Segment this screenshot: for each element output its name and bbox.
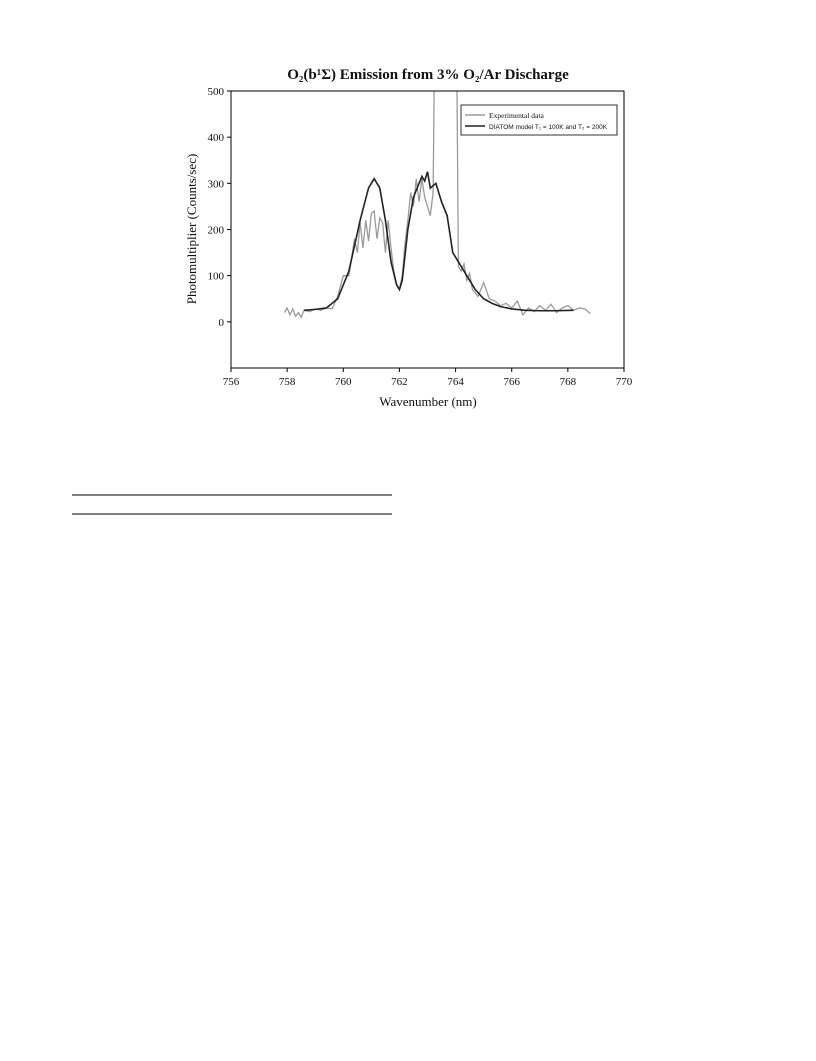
chart-title: O₂(b¹Σ) Emission from 3% O₂/Ar Discharge xyxy=(287,67,569,83)
y-tick-label: 400 xyxy=(208,132,225,144)
x-tick-label: 762 xyxy=(391,376,408,388)
x-tick-label: 766 xyxy=(503,376,520,388)
y-tick-label: 200 xyxy=(208,225,225,237)
series-line xyxy=(283,91,591,319)
legend-label: DIATOM model T₁ = 100K and T₂ = 200K xyxy=(489,124,608,131)
x-tick-label: 764 xyxy=(447,376,464,388)
x-tick-label: 768 xyxy=(560,376,577,388)
x-axis-label: Wavenumber (nm) xyxy=(379,394,477,409)
y-tick-label: 100 xyxy=(208,271,225,283)
y-tick-label: 300 xyxy=(208,178,225,190)
series-line xyxy=(303,171,574,312)
legend-box xyxy=(460,104,618,136)
x-tick-label: 760 xyxy=(335,376,352,388)
x-tick-label: 756 xyxy=(223,376,240,388)
y-tick-label: 500 xyxy=(208,86,225,98)
x-tick-label: 758 xyxy=(279,376,296,388)
plot-area xyxy=(283,91,591,319)
x-tick-label: 770 xyxy=(616,376,633,388)
y-axis-label: Photomultiplier (Counts/sec) xyxy=(184,154,199,305)
y-tick-label: 0 xyxy=(219,317,225,329)
legend-label: Experimental data xyxy=(489,111,544,120)
